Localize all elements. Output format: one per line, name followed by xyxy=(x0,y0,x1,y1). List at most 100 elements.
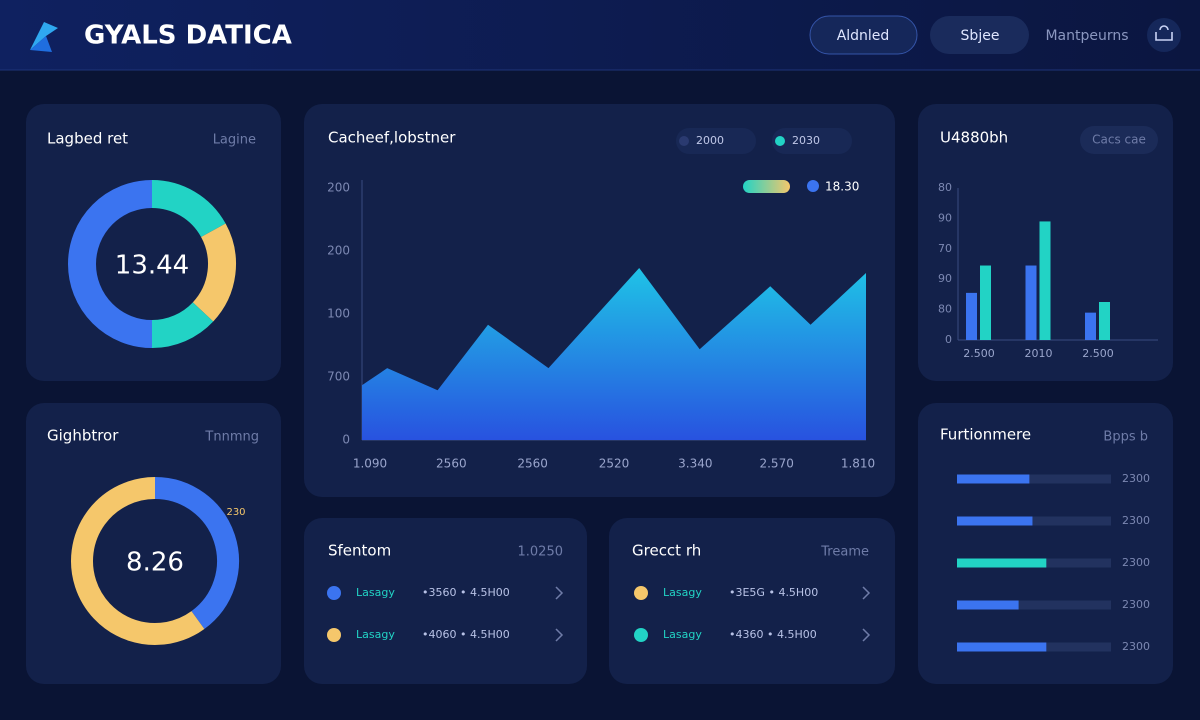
progress-label: 2300 xyxy=(1122,598,1150,611)
donut-segment xyxy=(71,477,205,645)
donut-segment xyxy=(192,223,236,322)
panel-title: Cacheef,lobstner xyxy=(328,129,456,147)
progress-label: 2300 xyxy=(1122,640,1150,653)
progress-fill xyxy=(957,642,1047,652)
panel-action[interactable]: Bpps b xyxy=(1103,430,1148,445)
list-name: Lasagy xyxy=(356,586,395,599)
donut-segment xyxy=(154,477,239,629)
progress-track xyxy=(957,600,1111,610)
app-title: GYALS DATICA xyxy=(84,21,292,51)
donut-segment xyxy=(68,180,153,348)
panel xyxy=(304,518,587,684)
chevron[interactable] xyxy=(555,628,564,642)
panel xyxy=(609,518,895,684)
nav-link[interactable]: Mantpeurns xyxy=(1045,28,1128,44)
legend-chip xyxy=(772,128,852,154)
bar xyxy=(980,265,991,340)
profile-icon xyxy=(1155,25,1173,41)
badge-dot xyxy=(807,180,819,192)
panel-button[interactable] xyxy=(1080,126,1158,154)
x-tick-label: 2010 xyxy=(1025,347,1053,360)
list-name: Lasagy xyxy=(356,628,395,641)
donut-segment xyxy=(151,180,226,238)
donut-note: 230 xyxy=(226,507,245,518)
list-detail: •3E5G • 4.5H00 xyxy=(729,586,818,599)
legend-label: 2030 xyxy=(792,134,820,147)
chevron[interactable] xyxy=(862,628,871,642)
x-tick-label: 2.500 xyxy=(1082,347,1114,360)
progress-fill xyxy=(957,474,1030,484)
y-tick-label: 90 xyxy=(938,211,952,224)
area xyxy=(362,268,866,440)
list-detail: •4060 • 4.5H00 xyxy=(422,628,510,641)
x-tick-label: 2.570 xyxy=(759,457,793,471)
panel-title: U4880bh xyxy=(940,129,1008,147)
legend-chip xyxy=(676,128,756,154)
x-tick-label: 2520 xyxy=(599,457,630,471)
list-dot xyxy=(634,586,648,600)
panel-title: Sfentom xyxy=(328,542,391,560)
y-tick-label: 0 xyxy=(342,433,350,447)
y-tick-label: 200 xyxy=(327,244,350,258)
list-name: Lasagy xyxy=(663,586,702,599)
list-detail: •3560 • 4.5H00 xyxy=(422,586,510,599)
legend-dot xyxy=(775,136,785,146)
badge-label: 18.30 xyxy=(825,180,859,194)
y-tick-label: 200 xyxy=(327,181,350,195)
nav-button[interactable] xyxy=(809,15,918,55)
progress-track xyxy=(957,474,1111,484)
list-detail: •4360 • 4.5H00 xyxy=(729,628,817,641)
list-dot xyxy=(634,628,648,642)
bar xyxy=(1085,312,1096,340)
logo-part xyxy=(30,36,52,52)
list-dot xyxy=(327,628,341,642)
panel-title: Lagbed ret xyxy=(47,130,128,148)
panel-action[interactable]: Lagine xyxy=(213,133,256,148)
panel-title: Furtionmere xyxy=(940,426,1031,444)
bar xyxy=(1099,302,1110,340)
chevron[interactable] xyxy=(555,586,564,600)
nav-button[interactable] xyxy=(930,16,1029,54)
y-tick-label: 70 xyxy=(938,242,952,255)
x-tick-label: 2560 xyxy=(436,457,467,471)
nav-button-label[interactable]: Sbjee xyxy=(961,28,1000,44)
nav-button-label[interactable]: Aldnled xyxy=(837,28,890,44)
list-name: Lasagy xyxy=(663,628,702,641)
y-tick-label: 100 xyxy=(327,307,350,321)
panel-action[interactable]: Treame xyxy=(820,545,869,560)
y-tick-label: 80 xyxy=(938,181,952,194)
chevron[interactable] xyxy=(862,586,871,600)
progress-fill xyxy=(957,558,1047,568)
panel-action[interactable]: Tnnmng xyxy=(204,430,259,445)
x-tick-label: 1.090 xyxy=(353,457,387,471)
bar xyxy=(1039,221,1051,340)
panel-button-label[interactable]: Cacs cae xyxy=(1092,133,1146,147)
y-tick-label: 80 xyxy=(938,303,952,316)
bar xyxy=(966,292,977,340)
progress-label: 2300 xyxy=(1122,556,1150,569)
x-tick-label: 3.340 xyxy=(678,457,712,471)
progress-label: 2300 xyxy=(1122,514,1150,527)
list-dot xyxy=(327,586,341,600)
donut-center: 8.26 xyxy=(126,548,184,578)
y-tick-label: 90 xyxy=(938,272,952,285)
logo xyxy=(30,22,58,50)
progress-fill xyxy=(957,516,1033,526)
x-tick-label: 1.810 xyxy=(841,457,875,471)
donut-center: 13.44 xyxy=(115,251,189,281)
panel-title: Gighbtror xyxy=(47,427,119,445)
y-tick-label: 0 xyxy=(945,333,952,346)
bar xyxy=(1025,265,1037,340)
progress-track xyxy=(957,516,1111,526)
x-tick-label: 2560 xyxy=(517,457,548,471)
panel-title: Grecct rh xyxy=(632,542,701,560)
legend-label: 2000 xyxy=(696,134,724,147)
progress-fill xyxy=(957,600,1019,610)
y-tick-label: 700 xyxy=(327,370,350,384)
progress-label: 2300 xyxy=(1122,472,1150,485)
profile-button[interactable] xyxy=(1147,18,1181,52)
x-tick-label: 2.500 xyxy=(963,347,995,360)
panel xyxy=(918,403,1173,684)
panel-action[interactable]: 1.0250 xyxy=(518,545,564,560)
